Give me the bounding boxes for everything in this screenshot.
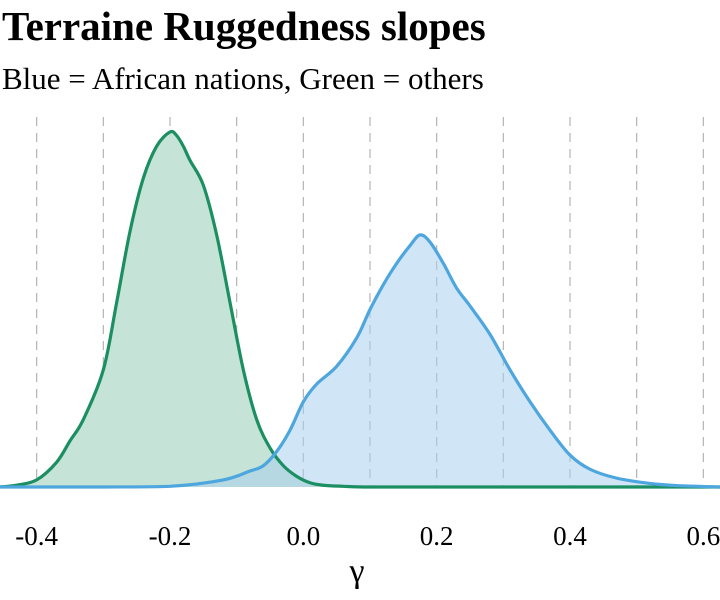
density-african-nations-line	[0, 233, 720, 489]
x-tick-label: -0.2	[149, 521, 192, 551]
x-tick-label: 0.0	[286, 521, 320, 551]
density-others-fill	[0, 131, 720, 487]
chart-subtitle: Blue = African nations, Green = others	[2, 61, 484, 96]
x-axis-ticks: -0.4 -0.2 0.0 0.2 0.4 0.6	[15, 521, 720, 551]
density-others-line	[0, 129, 720, 489]
x-tick-label: 0.6	[686, 521, 720, 551]
chart-title: Terraine Ruggedness slopes	[2, 3, 486, 49]
x-tick-label: -0.4	[15, 521, 58, 551]
x-tick-label: 0.4	[553, 521, 587, 551]
x-tick-label: 0.2	[420, 521, 454, 551]
density-series	[0, 129, 720, 489]
density-african-nations-fill	[0, 234, 720, 487]
x-axis-label: γ	[348, 553, 364, 590]
